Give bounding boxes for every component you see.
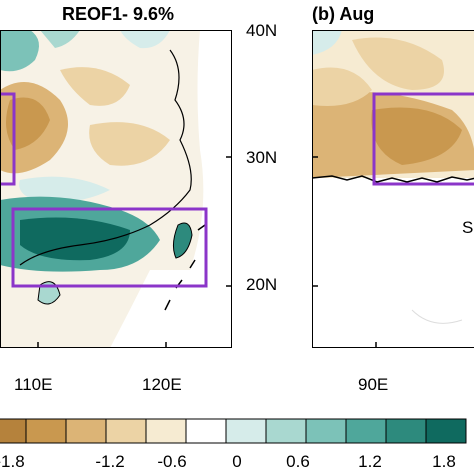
panel-b-map: [312, 30, 474, 348]
panel-a-title: REOF1- 9.6%: [62, 4, 175, 24]
region-box-north: [0, 92, 16, 186]
coastline: [19, 49, 192, 266]
colorbar-swatch: [25, 418, 67, 444]
panel-b-partial-label: S: [462, 218, 474, 237]
lat-tick-20n: 20N: [246, 275, 278, 294]
colorbar-label: -0.6: [157, 452, 187, 471]
colorbar-label: 1.8: [432, 452, 456, 471]
colorbar-swatch: [305, 418, 347, 444]
colorbar-swatch: [265, 418, 307, 444]
panel-b-title: (b) Aug: [312, 4, 375, 24]
colorbar-label: -1.8: [0, 452, 25, 471]
colorbar-swatch: [345, 418, 387, 444]
colorbar-swatch: [385, 418, 427, 444]
colorbar-label: 0: [232, 452, 242, 471]
colorbar-swatch: [65, 418, 107, 444]
colorbar: [0, 418, 467, 444]
lat-tick-40n: 40N: [246, 21, 278, 40]
colorbar-swatch: [145, 418, 187, 444]
colorbar-swatch: [185, 418, 227, 444]
colorbar-label: 1.2: [358, 452, 382, 471]
lon-tick-120e: 120E: [142, 375, 182, 394]
colorbar-swatch: [425, 418, 467, 444]
colorbar-swatch: [105, 418, 147, 444]
colorbar-label: -1.2: [95, 452, 125, 471]
region-box-south: [11, 207, 208, 288]
taiwan-anomaly: [173, 222, 192, 258]
teal-patch-north: [0, 30, 39, 72]
region-box-plateau: [372, 92, 474, 186]
lat-tick-30n: 30N: [246, 148, 278, 167]
plateau-boundary: [312, 175, 474, 183]
colorbar-swatch: [0, 418, 27, 444]
lon-tick-110e: 110E: [14, 375, 53, 394]
panel-a-map: [0, 30, 232, 348]
colorbar-swatch: [225, 418, 267, 444]
colorbar-label: 0.6: [286, 452, 310, 471]
lon-tick-90e: 90E: [358, 375, 389, 394]
